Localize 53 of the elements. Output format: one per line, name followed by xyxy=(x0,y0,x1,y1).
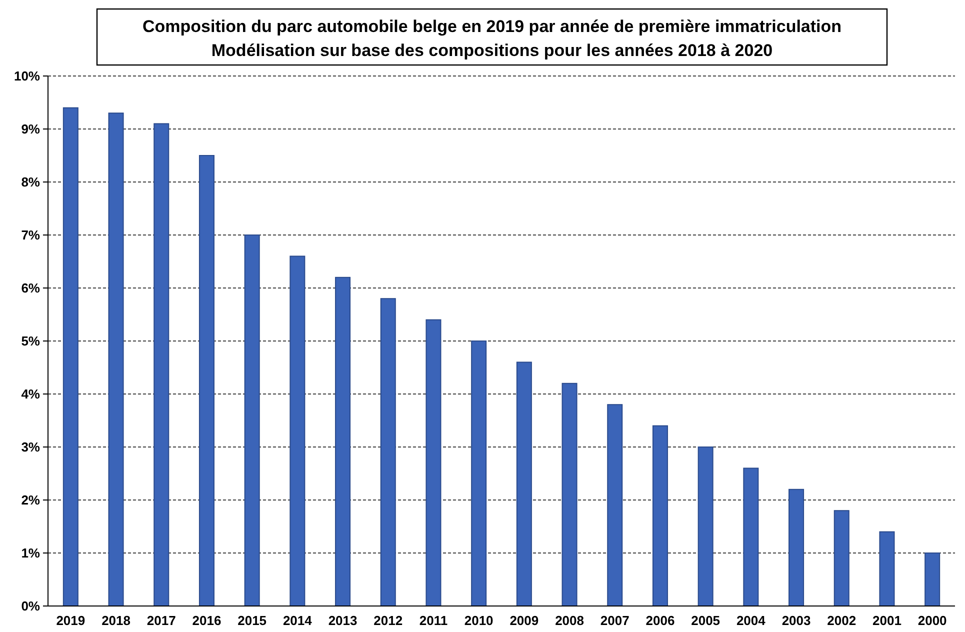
bar xyxy=(62,107,78,606)
bar xyxy=(380,298,396,606)
bar xyxy=(834,510,850,606)
x-tick-label: 2014 xyxy=(282,613,313,628)
y-tick-label: 9% xyxy=(21,122,40,137)
x-tick-label: 2009 xyxy=(510,613,539,628)
bar xyxy=(198,155,214,606)
x-tick-label: 2001 xyxy=(872,613,902,628)
x-tick-label: 2000 xyxy=(918,613,947,628)
bar xyxy=(743,468,759,606)
x-tick-label: 2015 xyxy=(238,613,267,628)
x-tick-label: 2006 xyxy=(646,613,675,628)
bar xyxy=(788,488,804,606)
bar xyxy=(698,446,714,606)
y-tick-label: 4% xyxy=(21,386,40,402)
bar xyxy=(108,112,124,606)
y-tick-label: 5% xyxy=(21,334,40,349)
x-tick-label: 2007 xyxy=(600,613,630,628)
x-tick-label: 2017 xyxy=(146,613,176,628)
chart-subtitle: Modélisation sur base des compositions pour les années 2018 à 2020 xyxy=(211,41,773,60)
x-tick-label: 2011 xyxy=(419,613,448,628)
bar xyxy=(652,425,668,606)
y-tick-label: 10% xyxy=(14,68,40,84)
y-tick-label: 6% xyxy=(21,280,40,296)
x-tick-label: 2016 xyxy=(192,613,222,628)
bar xyxy=(562,382,578,606)
x-tick-label: 2019 xyxy=(56,613,86,628)
y-tick-label: 0% xyxy=(21,598,40,614)
x-tick-label: 2010 xyxy=(464,613,494,628)
x-tick-label: 2002 xyxy=(827,613,856,628)
bar xyxy=(516,362,532,606)
x-tick-label: 2018 xyxy=(102,613,130,628)
bar xyxy=(879,531,895,606)
bar xyxy=(335,276,351,606)
bar xyxy=(154,123,170,606)
x-tick-label: 2004 xyxy=(736,613,766,628)
x-tick-label: 2012 xyxy=(374,613,403,628)
y-tick-label: 7% xyxy=(21,228,40,243)
y-tick-label: 3% xyxy=(21,440,40,455)
bar xyxy=(244,234,260,606)
y-tick-label: 8% xyxy=(21,174,40,190)
chart-title: Composition du parc automobile belge en 2019 par année de première immatriculation xyxy=(142,17,842,36)
bar xyxy=(471,340,487,606)
x-tick-label: 2008 xyxy=(555,613,584,628)
x-tick-label: 2005 xyxy=(691,613,720,628)
bar xyxy=(426,319,442,606)
x-tick-label: 2003 xyxy=(782,613,811,628)
x-tick-label: 2013 xyxy=(328,613,358,628)
y-tick-label: 1% xyxy=(21,546,40,561)
bar xyxy=(290,256,306,606)
bar xyxy=(607,404,623,606)
bar xyxy=(924,552,940,606)
y-tick-label: 2% xyxy=(21,492,40,508)
